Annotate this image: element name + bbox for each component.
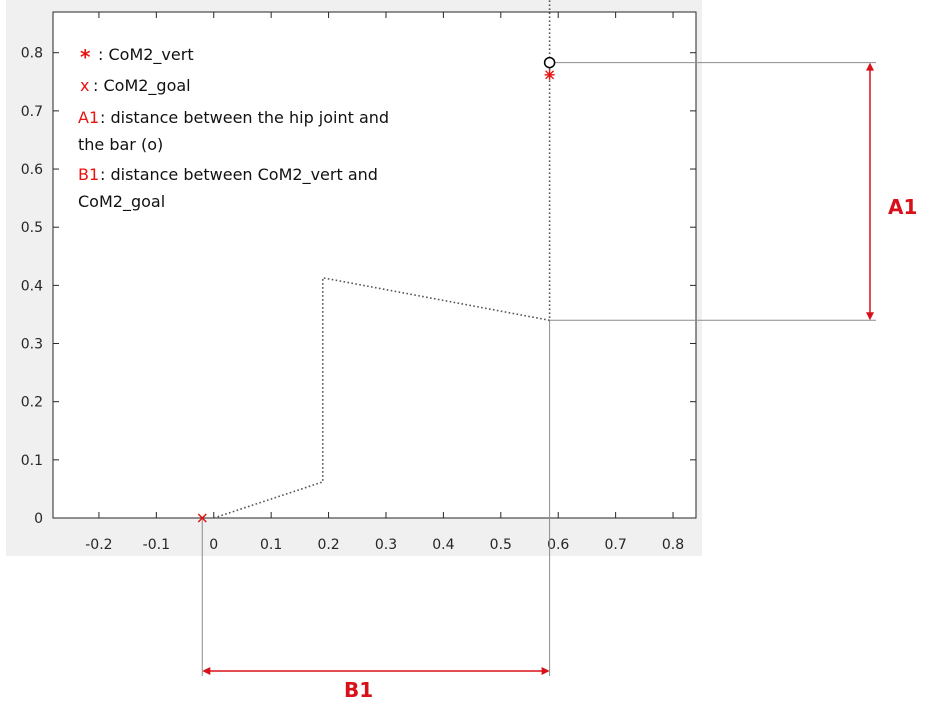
series-line bbox=[213, 0, 551, 519]
x-tick-label: 0.1 bbox=[260, 537, 282, 553]
x-stroke bbox=[197, 513, 207, 523]
y-tick-label: 0.4 bbox=[21, 278, 43, 294]
y-tick-label: 0.7 bbox=[21, 104, 43, 120]
x-tick-label: 0.5 bbox=[490, 537, 512, 553]
plot-area bbox=[52, 11, 697, 519]
legend-text-com2-goal: : CoM2_goal bbox=[93, 76, 191, 96]
legend-key-x: x bbox=[80, 76, 89, 95]
legend-text-a1: : distance between the hip joint and bbox=[100, 108, 389, 127]
legend-text-b1: : distance between CoM2_vert and bbox=[100, 165, 378, 185]
y-tick-label: 0 bbox=[34, 511, 43, 527]
legend-text-com2-vert: : CoM2_vert bbox=[98, 45, 194, 65]
x-tick-label: 0.8 bbox=[662, 537, 684, 553]
series-layer bbox=[213, 0, 551, 519]
dimension-label-a1: A1 bbox=[888, 195, 917, 219]
x-axis: -0.2 -0.1 0 0.1 0.2 0.3 0.4 0.5 0.6 0.7 0.8 bbox=[85, 12, 684, 553]
legend-key-b1: B1 bbox=[78, 165, 99, 184]
com2-vert-marker bbox=[544, 69, 555, 80]
com2-goal-marker bbox=[197, 513, 207, 523]
y-tick-label: 0.8 bbox=[21, 46, 43, 62]
y-tick-label: 0.2 bbox=[21, 395, 43, 411]
x-tick-label: 0.6 bbox=[547, 537, 569, 553]
asterisk-stroke bbox=[545, 70, 555, 80]
b1-arrowhead-right bbox=[541, 667, 550, 675]
x-tick-label: 0.2 bbox=[317, 537, 339, 553]
y-tick-label: 0.5 bbox=[21, 220, 43, 236]
legend-key-a1: A1 bbox=[78, 108, 99, 127]
bar-circle-marker bbox=[543, 56, 556, 69]
x-tick-label: 0.3 bbox=[375, 537, 397, 553]
dimension-guides bbox=[201, 62, 876, 676]
y-tick-label: 0.6 bbox=[21, 162, 43, 178]
x-tick-label: 0.7 bbox=[604, 537, 626, 553]
a1-arrowhead-top bbox=[866, 62, 874, 71]
legend-key-asterisk: * bbox=[80, 45, 91, 69]
legend-text-a1-cont: the bar (o) bbox=[78, 135, 163, 154]
x-tick-label: -0.2 bbox=[85, 537, 112, 553]
y-axis: 0 0.1 0.2 0.3 0.4 0.5 0.6 0.7 0.8 bbox=[21, 46, 696, 527]
dimension-label-b1: B1 bbox=[344, 678, 373, 702]
x-tick-label: 0 bbox=[209, 537, 218, 553]
x-tick-label: -0.1 bbox=[143, 537, 170, 553]
x-tick-label: 0.4 bbox=[432, 537, 454, 553]
y-tick-label: 0.1 bbox=[21, 453, 43, 469]
a1-arrowhead-bottom bbox=[866, 312, 874, 321]
marker-layer bbox=[197, 56, 556, 523]
y-tick-label: 0.3 bbox=[21, 337, 43, 353]
b1-arrowhead-left bbox=[202, 667, 211, 675]
legend: * : CoM2_vert x : CoM2_goal A1 : distanc… bbox=[78, 45, 389, 212]
legend-text-b1-cont: CoM2_goal bbox=[78, 192, 165, 212]
